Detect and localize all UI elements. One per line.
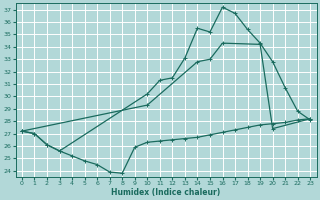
X-axis label: Humidex (Indice chaleur): Humidex (Indice chaleur) xyxy=(111,188,221,197)
